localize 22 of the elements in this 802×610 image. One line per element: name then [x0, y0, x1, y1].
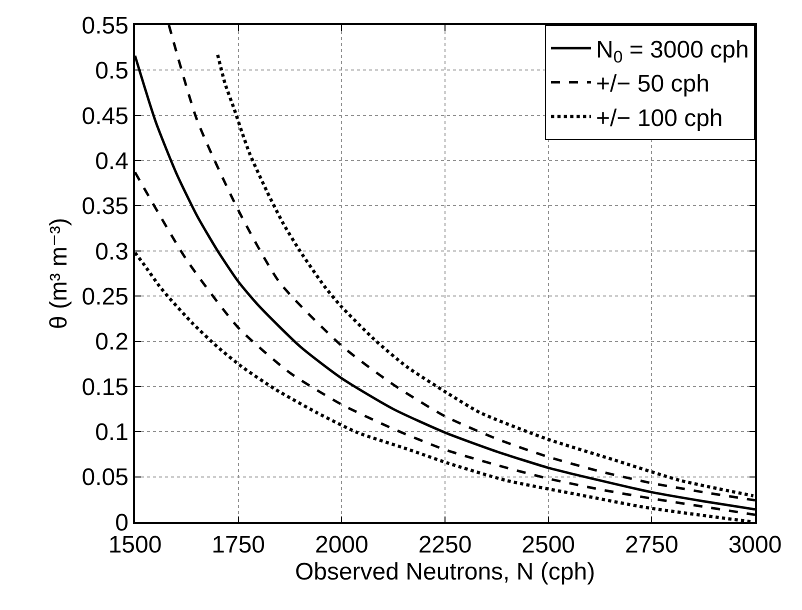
- y-tick-label: 0.25: [82, 283, 128, 310]
- legend-label: N$_{0}$ = 3000 cph: [596, 36, 749, 66]
- x-tick-label: 1750: [212, 532, 266, 559]
- y-tick-label: 0.15: [82, 374, 128, 401]
- y-tick-label: 0.3: [95, 238, 128, 266]
- legend-label: +/− 50 cph: [596, 70, 710, 98]
- y-tick-label: 0.1: [95, 419, 128, 446]
- x-tick-label: 2500: [522, 532, 576, 559]
- y-tick-label: 0.45: [82, 102, 128, 130]
- y-tick-label: 0.4: [95, 148, 128, 175]
- y-tick-label: 0.05: [82, 464, 128, 492]
- y-tick-label: 0.2: [95, 328, 128, 356]
- x-tick-label: 2250: [418, 532, 472, 559]
- y-tick-label: 0.55: [82, 12, 128, 40]
- y-axis-title: θ (m³ m⁻³): [45, 218, 72, 330]
- y-tick-label: 0.5: [95, 58, 128, 85]
- x-tick-label: 2750: [624, 532, 678, 559]
- y-tick-label: 0.35: [82, 193, 128, 220]
- x-axis-title: Observed Neutrons, N (cph): [294, 558, 596, 586]
- x-tick-label: 2000: [314, 532, 368, 559]
- legend-label: +/− 100 cph: [596, 104, 723, 132]
- x-tick-label: 3000: [728, 532, 782, 559]
